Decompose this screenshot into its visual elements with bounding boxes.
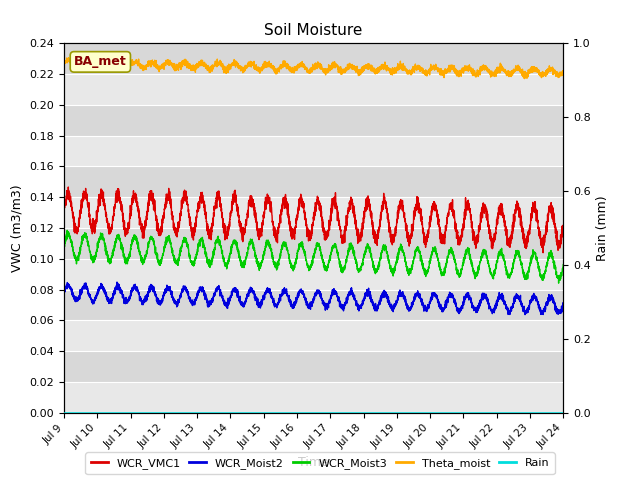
Bar — [64, 197, 563, 228]
Y-axis label: VWC (m3/m3): VWC (m3/m3) — [11, 184, 24, 272]
Text: BA_met: BA_met — [74, 55, 127, 68]
Bar — [64, 135, 563, 167]
Bar — [64, 382, 563, 413]
Bar — [64, 351, 563, 382]
Bar — [64, 74, 563, 105]
X-axis label: Time: Time — [298, 456, 329, 469]
Bar — [64, 259, 563, 289]
Bar — [64, 228, 563, 259]
Legend: WCR_VMC1, WCR_Moist2, WCR_Moist3, Theta_moist, Rain: WCR_VMC1, WCR_Moist2, WCR_Moist3, Theta_… — [85, 453, 555, 474]
Bar — [64, 167, 563, 197]
Bar — [64, 105, 563, 135]
Y-axis label: Rain (mm): Rain (mm) — [596, 195, 609, 261]
Bar — [64, 43, 563, 74]
Bar — [64, 321, 563, 351]
Bar — [64, 289, 563, 321]
Title: Soil Moisture: Soil Moisture — [264, 23, 363, 38]
